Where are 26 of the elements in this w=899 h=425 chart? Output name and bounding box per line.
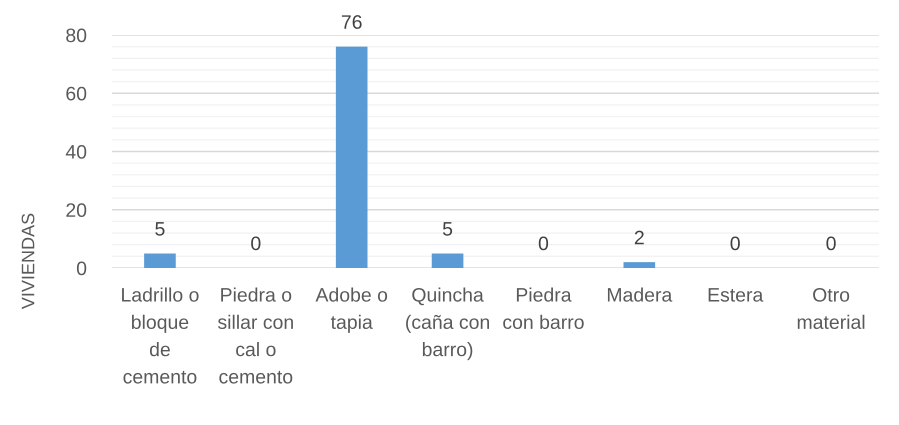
bar [336,46,368,268]
data-label: 5 [155,222,165,236]
x-tick-label: Piedra con barro [503,287,584,330]
x-tick-label: Otro material [798,288,864,330]
data-label: 5 [442,222,452,236]
x-tick-label: Ladrillo o bloque de cemento [122,287,199,384]
data-label: 0 [538,236,548,250]
x-tick-label: Madera [608,287,672,302]
x-tick-label: Piedra o sillar con cal o cemento [218,287,293,384]
y-tick-label: 0 [76,261,86,276]
data-label: 0 [826,236,836,250]
y-axis-title: VIVIENDAS [22,214,34,310]
bar [623,262,656,268]
y-tick-label: 20 [66,203,86,217]
x-tick-label: Quincha (caña con barro) [406,287,489,360]
data-label: 0 [251,236,260,250]
data-label: 2 [634,230,644,244]
x-tick-label: Estera [708,288,764,302]
bar [432,253,464,268]
bar [144,253,176,268]
data-label: 76 [342,15,362,29]
y-tick-label: 40 [66,144,86,159]
data-label: 0 [730,236,740,250]
y-tick-label: 80 [66,28,86,42]
x-tick-label: Adobe o tapia [316,287,388,333]
y-tick-label: 60 [66,86,86,100]
